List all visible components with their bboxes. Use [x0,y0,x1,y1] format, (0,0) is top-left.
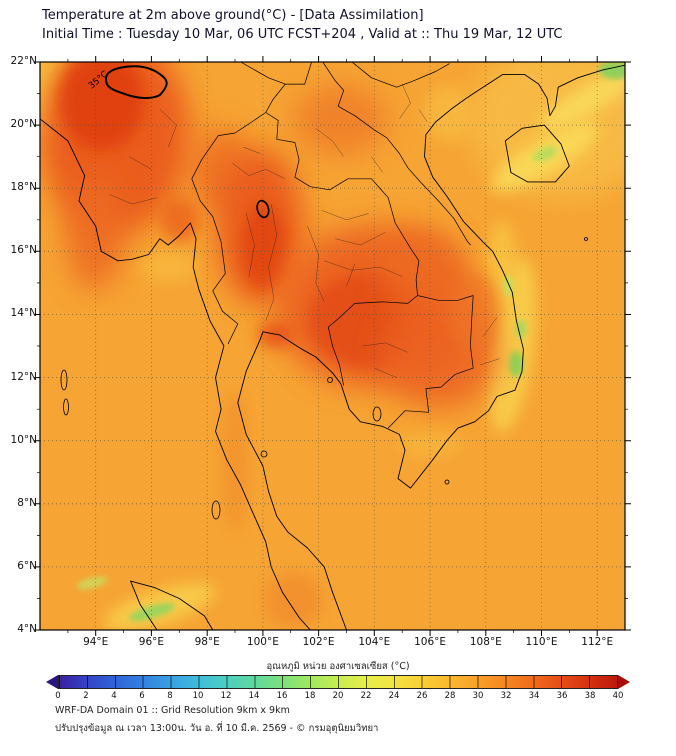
page-subtitle: Initial Time : Tuesday 10 Mar, 06 UTC FC… [42,27,563,42]
colorbar-tick-label: 6 [139,691,145,701]
page-title: Temperature at 2m above ground(°C) - [Da… [42,8,424,23]
model-info: WRF-DA Domain 01 :: Grid Resolution 9km … [55,705,290,716]
islands [60,237,588,520]
colorbar-tick-label: 14 [248,691,260,701]
colorbar-title: อุณหภูมิ หน่วย องศาเซลเซียส (°C) [266,661,410,672]
lat-tick-label: 22°N [10,55,37,67]
update-info: ปรับปรุงข้อมูล ณ เวลา 13:00น. วัน อ. ที่… [55,723,379,734]
colorbar-tick-label: 24 [388,691,400,701]
colorbar-tick-label: 2 [83,691,89,701]
colorbar-tick-label: 12 [220,691,232,701]
map-canvas: 35°C [34,56,631,636]
country-borders [191,62,474,429]
colorbar-tick-label: 20 [332,691,344,701]
temperature-field [40,62,625,630]
lon-tick-label: 112°E [581,636,614,648]
lon-tick-label: 98°E [194,636,220,648]
lat-tick-label: 20°N [10,118,37,131]
colorbar-tick-label: 0 [55,691,61,701]
lon-tick-label: 106°E [414,636,447,648]
coastlines [40,64,625,630]
colorbar-tick-label: 18 [304,691,316,701]
lon-tick-label: 94°E [83,636,109,648]
colorbar-tick-label: 34 [528,691,540,701]
colorbar-tick-label: 32 [500,691,512,701]
lat-tick-label: 18°N [10,181,37,194]
colorbar-gradient [58,675,618,689]
map-frame [39,61,626,631]
colorbar-arrow-max [618,675,630,689]
colorbar-tick-label: 10 [192,691,204,701]
lon-tick-label: 104°E [358,636,391,648]
lon-tick-label: 100°E [246,636,279,648]
colorbar-tick-label: 26 [416,691,428,701]
lon-tick-label: 96°E [138,636,165,648]
lon-tick-label: 108°E [469,636,502,648]
lat-tick-label: 16°N [10,244,37,257]
colorbar-tick-label: 38 [584,691,596,701]
colorbar-tick-label: 30 [472,691,484,701]
lat-tick-label: 6°N [17,559,37,572]
lat-tick-label: 10°N [10,433,37,446]
colorbar [46,675,630,689]
colorbar-arrow-min [46,675,58,689]
colorbar-tick-marks [59,676,617,688]
colorbar-tick-label: 22 [360,691,372,701]
axis-ticks [34,56,631,636]
lon-tick-label: 102°E [302,636,335,648]
colorbar-tick-label: 4 [111,691,117,701]
lat-tick-label: 14°N [10,307,37,320]
colorbar-tick-label: 28 [444,691,456,701]
colorbar-tick-labels: 0 2 4 6 8 10 12 14 16 18 20 22 24 26 28 … [44,691,632,701]
colorbar-tick-label: 8 [167,691,173,701]
colorbar-tick-label: 40 [612,691,624,701]
province-borders [109,84,500,378]
colorbar-tick-label: 36 [556,691,568,701]
grid-lines [40,62,625,630]
temp-contour-35c [104,65,270,219]
header: Temperature at 2m above ground(°C) - [Da… [42,6,563,44]
lat-tick-label: 4°N [17,623,37,635]
colorbar-tick-label: 16 [276,691,288,701]
lat-tick-label: 8°N [17,496,37,509]
lat-tick-label: 12°N [10,370,37,383]
lon-tick-label: 110°E [525,636,558,648]
